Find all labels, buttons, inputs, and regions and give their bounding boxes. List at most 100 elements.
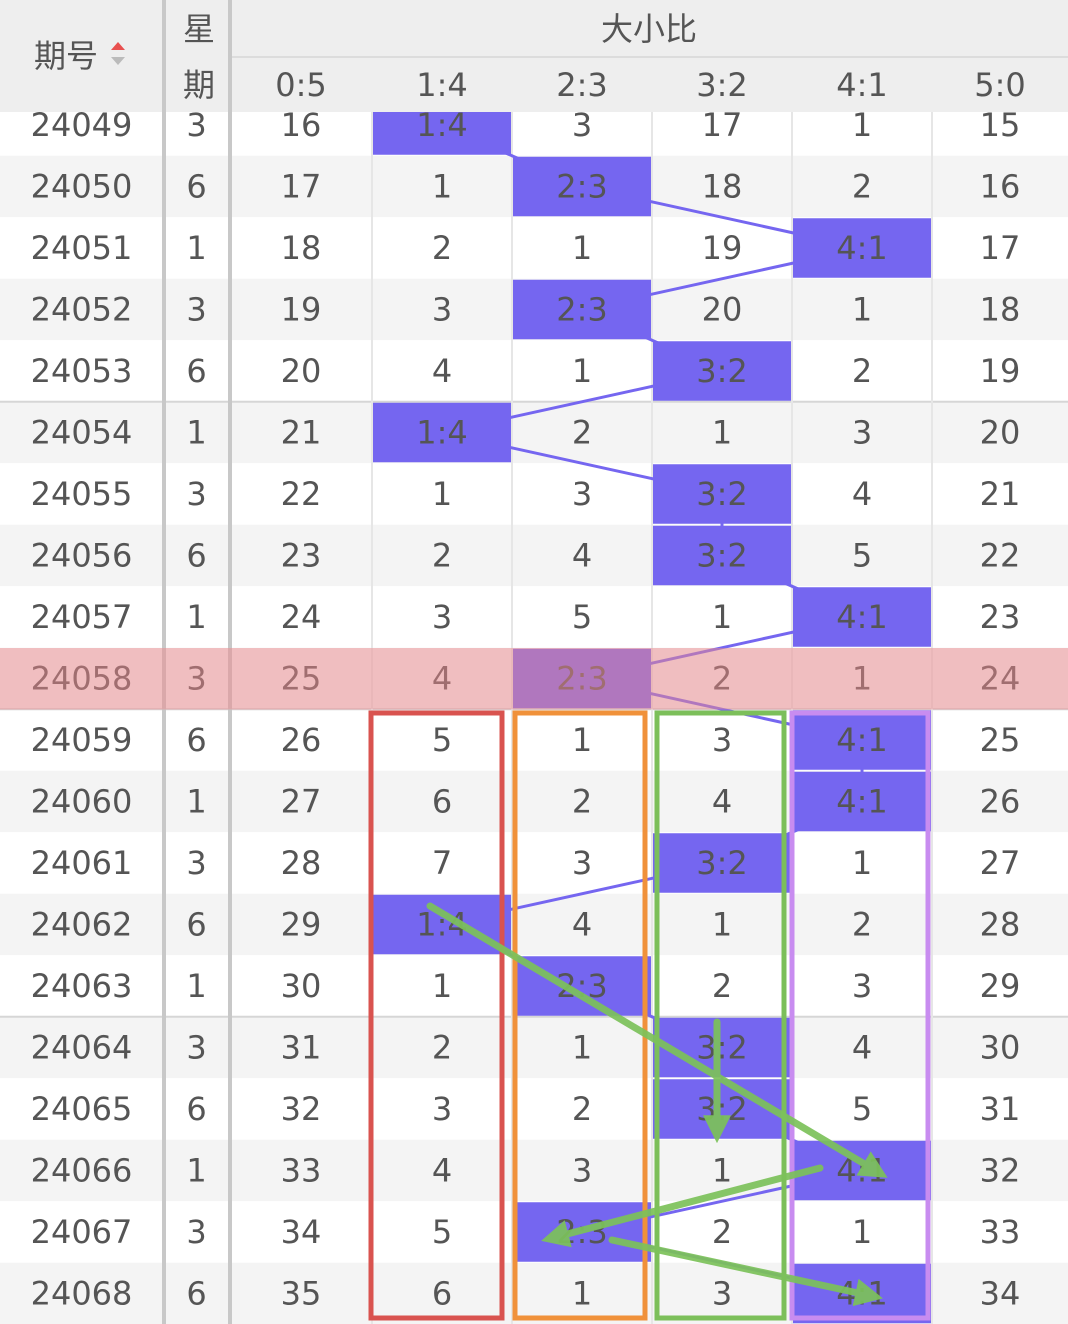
- cell-value: 3:2: [696, 1029, 748, 1067]
- current-row-highlight: [0, 648, 1068, 710]
- cell-value: 1: [432, 475, 452, 513]
- cell-value: 1: [712, 598, 732, 636]
- issue-number: 24067: [31, 1213, 133, 1251]
- issue-number: 24050: [31, 168, 133, 206]
- cell-value: 3: [572, 106, 592, 144]
- weekday-header: 期: [183, 66, 215, 104]
- cell-value: 6: [432, 783, 452, 821]
- cell-value: 2: [712, 967, 732, 1005]
- cell-value: 1: [572, 1029, 592, 1067]
- column-header: 2:3: [556, 66, 608, 104]
- box-purple: [789, 710, 931, 1321]
- cell-value: 2: [432, 229, 452, 267]
- cell-value: 34: [980, 1275, 1021, 1313]
- cell-value: 1: [712, 414, 732, 452]
- issue-number: 24056: [31, 537, 133, 575]
- group-header: 大小比: [601, 10, 697, 48]
- cell-value: 2: [572, 414, 592, 452]
- cell-value: 2: [432, 537, 452, 575]
- issue-number: 24059: [31, 721, 133, 759]
- hit-cell: [793, 710, 931, 770]
- hit-cell: [793, 218, 931, 278]
- issue-number: 24054: [31, 414, 133, 452]
- cell-value: 30: [281, 967, 322, 1005]
- cell-value: 17: [980, 229, 1021, 267]
- issue-header[interactable]: 期号: [34, 37, 98, 75]
- cell-value: 2: [712, 1213, 732, 1251]
- cell-value: 2: [852, 906, 872, 944]
- issue-number: 24066: [31, 1152, 133, 1190]
- cell-value: 33: [281, 1152, 322, 1190]
- cell-value: 16: [281, 106, 322, 144]
- row-background: [0, 1078, 1068, 1140]
- weekday: 3: [186, 475, 206, 513]
- cell-value: 4: [432, 352, 452, 390]
- cell-value: 5: [852, 1090, 872, 1128]
- cell-value: 18: [702, 168, 743, 206]
- issue-number: 24064: [31, 1029, 133, 1067]
- cell-value: 4: [572, 537, 592, 575]
- cell-value: 21: [980, 475, 1021, 513]
- cell-value: 33: [980, 1213, 1021, 1251]
- arrow: [541, 1164, 824, 1248]
- sort-up-icon[interactable]: [111, 42, 125, 50]
- cell-value: 1: [852, 1213, 872, 1251]
- hit-cell: [653, 525, 791, 586]
- annotation-arrows: [426, 902, 888, 1307]
- sort-down-icon[interactable]: [111, 57, 125, 65]
- issue-number: 24060: [31, 783, 133, 821]
- hit-cell: [653, 464, 791, 524]
- cell-value: 1: [712, 906, 732, 944]
- issue-number: 24062: [31, 906, 133, 944]
- arrow: [608, 1236, 883, 1307]
- cell-value: 6: [432, 1275, 452, 1313]
- cell-value: 3: [712, 1275, 732, 1313]
- issue-number: 24068: [31, 1275, 133, 1313]
- cell-value: 20: [281, 352, 322, 390]
- cell-value: 18: [980, 291, 1021, 329]
- cell-value: 4:1: [836, 229, 888, 267]
- column-header: 4:1: [836, 66, 888, 104]
- cell-value: 3: [712, 721, 732, 759]
- cell-value: 29: [980, 967, 1021, 1005]
- cell-value: 19: [281, 291, 322, 329]
- column-header: 3:2: [696, 66, 748, 104]
- cell-value: 3: [852, 967, 872, 1005]
- cell-value: 31: [281, 1029, 322, 1067]
- cell-value: 5: [432, 1213, 452, 1251]
- hit-cell: [793, 771, 931, 832]
- cell-value: 30: [980, 1029, 1021, 1067]
- row-background: [0, 463, 1068, 525]
- cell-value: 3:2: [696, 352, 748, 390]
- cell-value: 1: [572, 352, 592, 390]
- table-header: 期号 星 期 大小比 0:5 1:4 2:3 3:2 4:1 5:0: [0, 0, 1068, 112]
- cell-value: 32: [281, 1090, 322, 1128]
- cell-value: 20: [980, 414, 1021, 452]
- box-red: [368, 710, 505, 1321]
- weekday: 1: [186, 414, 206, 452]
- cell-value: 22: [980, 537, 1021, 575]
- issue-number: 24063: [31, 967, 133, 1005]
- cell-value: 1: [572, 721, 592, 759]
- hit-cell: [793, 587, 931, 647]
- weekday: 1: [186, 1152, 206, 1190]
- cell-value: 1: [432, 168, 452, 206]
- weekday: 3: [186, 291, 206, 329]
- cell-value: 4:1: [836, 721, 888, 759]
- cell-value: 3: [432, 1090, 452, 1128]
- cell-value: 2:3: [556, 168, 608, 206]
- weekday: 6: [186, 906, 206, 944]
- weekday: 3: [186, 106, 206, 144]
- weekday: 1: [186, 229, 206, 267]
- cell-value: 1: [712, 1152, 732, 1190]
- cell-value: 1: [852, 291, 872, 329]
- weekday: 3: [186, 844, 206, 882]
- issue-number: 24065: [31, 1090, 133, 1128]
- weekday: 6: [186, 352, 206, 390]
- cell-value: 7: [432, 844, 452, 882]
- cell-value: 2:3: [556, 291, 608, 329]
- cell-value: 3: [852, 414, 872, 452]
- cell-value: 17: [281, 168, 322, 206]
